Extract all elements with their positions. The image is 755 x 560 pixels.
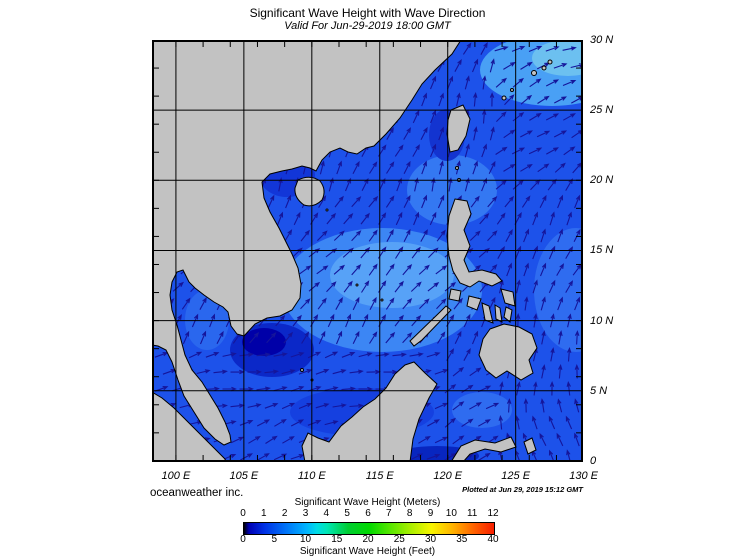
legend-tick: 8 — [406, 508, 413, 519]
land-sumatra — [152, 391, 228, 462]
lon-label: 115 E — [365, 470, 394, 482]
lon-label: 110 E — [297, 470, 326, 482]
map-edge-ticks — [154, 42, 581, 460]
land-mindoro — [448, 288, 462, 302]
legend-tick: 30 — [424, 534, 437, 545]
island-batanes — [455, 166, 459, 170]
land-borneo — [301, 361, 438, 462]
land-hainan — [294, 176, 325, 207]
island-ryukyu — [541, 65, 547, 71]
island-natuna — [300, 368, 304, 372]
lat-label: 20 N — [590, 174, 614, 187]
island-ryukyu — [501, 95, 507, 101]
wave-height-map — [152, 40, 583, 462]
lat-label: 30 N — [590, 34, 614, 46]
legend-tick: 4 — [323, 508, 330, 519]
legend-tick: 15 — [331, 534, 343, 545]
legend-tick: 1 — [261, 508, 267, 519]
legend-tick: 35 — [456, 534, 468, 545]
legend-tick: 5 — [344, 508, 350, 519]
land-cebu — [494, 304, 503, 323]
land-samar — [500, 288, 516, 307]
legend-tick: 10 — [299, 534, 312, 545]
legend-title-feet: Significant Wave Height (Feet) — [299, 546, 436, 557]
legend-tick: 3 — [302, 508, 309, 519]
legend-tick: 10 — [445, 508, 457, 519]
legend-tick: 25 — [393, 534, 405, 545]
map-frame — [152, 40, 583, 462]
land-mindanao — [478, 323, 538, 381]
legend-tick: 2 — [281, 508, 288, 519]
lat-label: 15 N — [590, 244, 614, 257]
island-ryukyu — [531, 70, 537, 76]
island-ryukyu — [510, 88, 514, 92]
valid-time-subtitle: Valid For Jun-29-2019 18:00 GMT — [284, 20, 451, 32]
legend-tick: 12 — [487, 508, 499, 519]
land-negros — [481, 302, 494, 324]
legend-tick: 0 — [240, 534, 246, 545]
island-paracel — [325, 208, 329, 212]
legend-tick: 20 — [362, 534, 374, 545]
legend-title-meters: Significant Wave Height (Meters) — [294, 497, 441, 508]
oceanweather-credit: oceanweather inc. — [150, 487, 244, 499]
lon-label: 105 E — [229, 470, 259, 482]
land-leyte — [503, 306, 513, 323]
land-halmahera — [523, 437, 537, 455]
legend-tick: 7 — [386, 508, 392, 519]
lon-label: 125 E — [501, 470, 531, 482]
island-ryukyu — [547, 59, 553, 65]
legend-tick: 6 — [365, 508, 371, 519]
legend-tick: 5 — [271, 534, 278, 545]
page-title: Significant Wave Height with Wave Direct… — [249, 6, 486, 20]
legend-tick: 9 — [427, 508, 434, 519]
legend-tick: 11 — [466, 508, 478, 519]
wave-height-colorbar — [243, 522, 495, 535]
legend-tick: 40 — [487, 534, 499, 545]
lat-label: 10 N — [590, 314, 614, 327]
land-palawan — [409, 305, 452, 347]
legend-tick: 0 — [240, 508, 246, 519]
lat-label: 5 N — [590, 384, 608, 397]
land-luzon — [446, 198, 503, 288]
land-panay — [466, 295, 482, 311]
lat-label: 25 N — [590, 104, 614, 117]
plotted-timestamp: Plotted at Jun 29, 2019 15:12 GMT — [462, 485, 583, 494]
island-spratly — [355, 283, 359, 287]
lon-label: 100 E — [161, 470, 191, 482]
lat-label: 0 — [590, 454, 597, 467]
island-spratly — [380, 298, 384, 302]
lon-label: 130 E — [569, 470, 598, 482]
lon-label: 120 E — [433, 470, 463, 482]
